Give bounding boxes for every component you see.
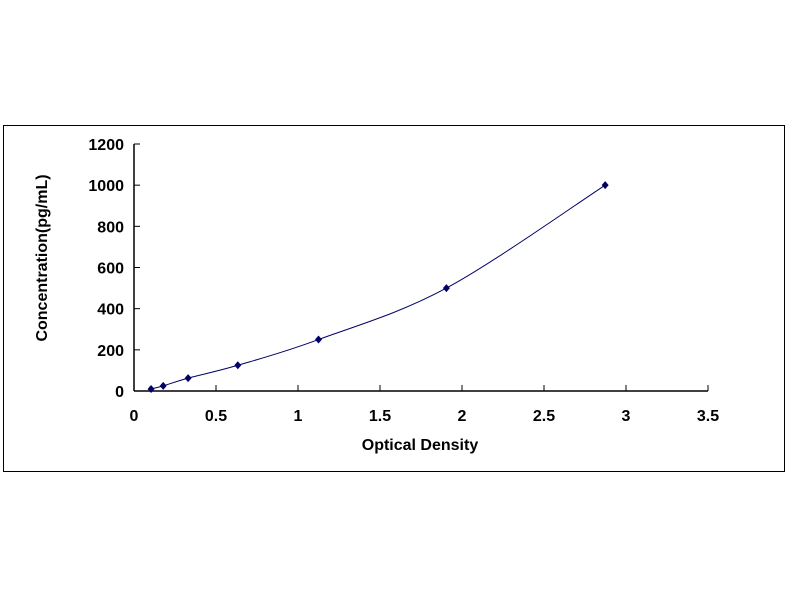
y-tick-label: 1000	[88, 178, 124, 195]
x-axis-label: Optical Density	[362, 437, 479, 454]
data-point	[234, 361, 242, 370]
data-point	[147, 384, 155, 393]
x-tick-label: 0	[130, 408, 139, 425]
data-point	[159, 381, 167, 390]
x-tick-label: 3	[622, 408, 631, 425]
y-tick-label: 0	[115, 384, 124, 401]
data-point	[315, 335, 322, 344]
data-point	[442, 284, 450, 293]
y-axis-label: Concentration(pg/mL)	[34, 174, 51, 341]
x-tick-label: 1.5	[369, 408, 391, 425]
data-point	[601, 181, 609, 190]
trend-curve	[150, 184, 606, 390]
x-tick-label: 2.5	[533, 408, 555, 425]
data-point	[184, 374, 192, 383]
y-tick-label: 400	[97, 302, 124, 319]
y-tick-label: 600	[97, 261, 124, 278]
x-tick-label: 3.5	[697, 408, 719, 425]
y-tick-label: 1200	[88, 137, 124, 154]
x-tick-label: 2	[458, 408, 467, 425]
y-tick-label: 200	[97, 343, 124, 360]
x-tick-label: 1	[294, 408, 303, 425]
x-tick-label: 0.5	[205, 408, 227, 425]
y-tick-label: 800	[97, 219, 124, 236]
chart-frame	[3, 125, 785, 472]
